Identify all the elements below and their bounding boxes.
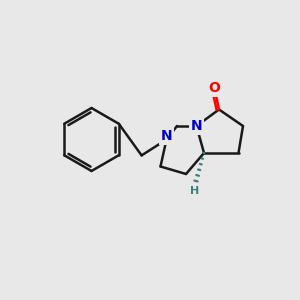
Text: H: H [190, 186, 200, 196]
Text: N: N [161, 129, 172, 143]
Text: O: O [208, 82, 220, 95]
Text: N: N [191, 119, 202, 133]
